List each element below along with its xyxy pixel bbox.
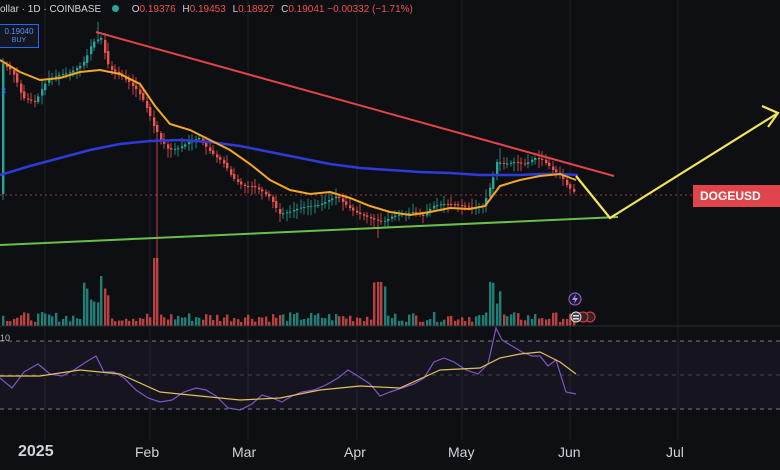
time-axis-label: Feb [135,444,160,460]
close-label: C [281,4,289,15]
rsi-ma-line [0,351,577,401]
ema-line [0,59,577,217]
volume-bars [2,258,576,326]
buy-price: 0.19040 [4,27,34,36]
time-axis-label: 2025 [18,443,54,460]
open-label: O [131,4,140,15]
time-axis-label: Jul [666,444,684,460]
time-axis-label: May [448,444,475,460]
market-status-icon [111,5,119,12]
projection-path [575,112,779,220]
time-axis-label: Mar [232,444,257,460]
high-label: H [182,4,190,15]
low-value: 0.18927 [238,4,275,15]
time-axis-label: Jun [558,444,581,460]
close-value: 0.19041 [288,4,325,15]
candlesticks [2,22,576,262]
alert-icons [568,292,596,323]
support-trendline [0,216,619,246]
left-marker: 3 [1,86,7,96]
symbol-title[interactable]: ollar · 1D · COINBASE [0,4,102,15]
low-label: L [232,4,239,15]
sma-line [0,138,579,177]
high-value: 0.19453 [189,4,226,15]
symbol-price-tag: DOGEUSD [693,185,780,207]
buy-label: BUY [11,37,27,44]
symbol-header: ollar · 1D · COINBASE O0.19376 H0.19453 … [0,4,413,18]
buy-button[interactable]: 0.19040 BUY [0,24,39,48]
resistance-trendline [95,31,615,177]
open-value: 0.19376 [139,4,176,15]
rsi-pane [0,326,780,411]
change-value: −0.00332 (−1.71%) [327,4,413,15]
rsi-value-label: 10 [0,333,11,343]
projection-arrowhead [761,104,780,128]
time-axis-label: Apr [344,444,366,460]
